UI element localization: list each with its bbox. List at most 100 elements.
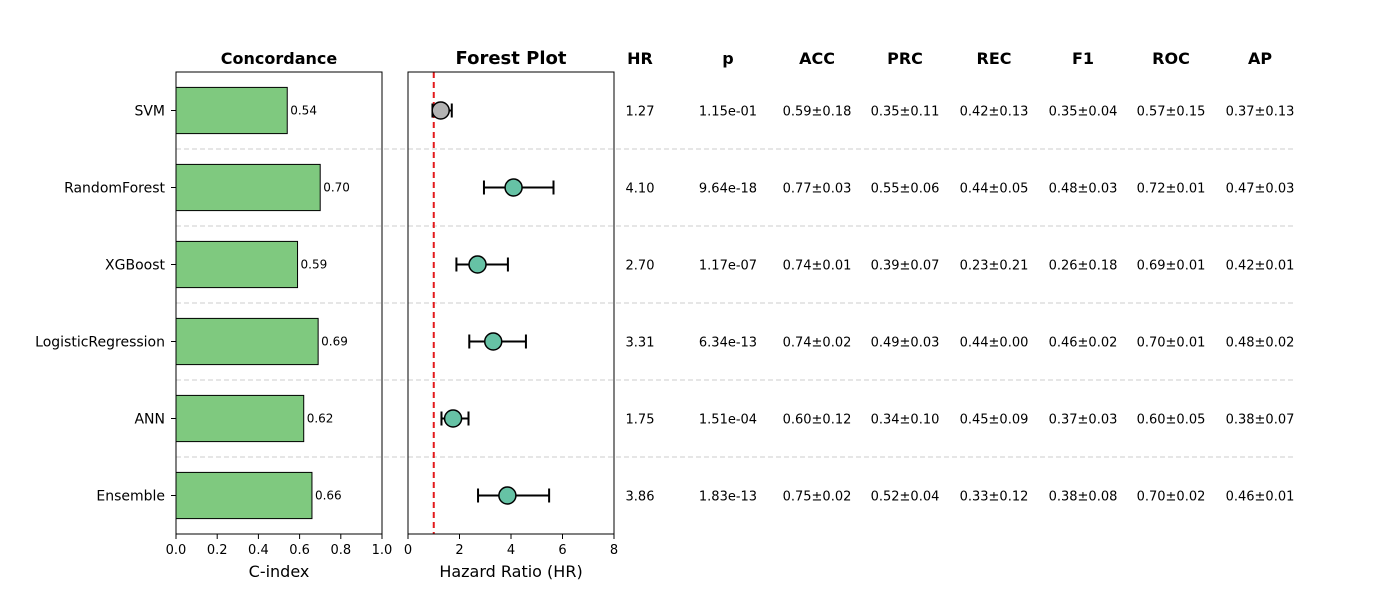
- table-cell: 0.69±0.01: [1137, 259, 1206, 274]
- table-cell: 1.15e-01: [699, 105, 757, 120]
- bar-value-label: 0.54: [290, 104, 317, 118]
- x-tick-label: 8: [610, 543, 618, 558]
- table-cell: 0.26±0.18: [1049, 259, 1118, 274]
- forest-axes-frame: [407, 71, 615, 535]
- row-separators: [176, 148, 1295, 458]
- table-cell: 0.37±0.03: [1049, 413, 1118, 428]
- table-cell: 4.10: [626, 182, 655, 197]
- x-tick-label: 1.0: [372, 543, 393, 558]
- table-cell: 0.23±0.21: [960, 259, 1029, 274]
- table-cell: 0.77±0.03: [783, 182, 852, 197]
- table-cell: 0.35±0.04: [1049, 105, 1118, 120]
- table-header: ROC: [1152, 49, 1190, 68]
- table-headers: HR p ACC PRC REC F1 ROC AP: [627, 49, 1272, 68]
- table-cell: 0.60±0.05: [1137, 413, 1206, 428]
- bar-value-label: 0.66: [315, 489, 342, 503]
- table-cell: 0.46±0.02: [1049, 336, 1118, 351]
- table-cell: 0.33±0.12: [960, 490, 1029, 505]
- concordance-bars: [175, 86, 321, 520]
- bar-value-label: 0.62: [307, 412, 334, 426]
- table-cell: 0.47±0.03: [1226, 182, 1295, 197]
- x-tick-label: 6: [558, 543, 566, 558]
- x-tick-label: 0.0: [166, 543, 187, 558]
- table-header: REC: [977, 49, 1012, 68]
- table-cell: 0.39±0.07: [871, 259, 940, 274]
- table-cell: 0.72±0.01: [1137, 182, 1206, 197]
- model-label: RandomForest: [64, 181, 165, 197]
- table-cell: 0.35±0.11: [871, 105, 940, 120]
- concordance-axes-frame: [175, 71, 383, 535]
- forest-x-ticks: 0 2 4 6 8: [404, 534, 618, 558]
- model-label: ANN: [134, 412, 165, 428]
- hr-point: [443, 409, 463, 428]
- forest-panel: Forest Plot 0 2 4 6 8 Hazard Ratio (HR): [404, 48, 618, 581]
- forest-marks: [431, 101, 555, 505]
- hr-point: [498, 486, 517, 505]
- concordance-value-labels: 0.54 0.70 0.59 0.69 0.62 0.66: [290, 104, 350, 503]
- concordance-bar: [175, 394, 305, 443]
- concordance-x-label: C-index: [249, 562, 310, 581]
- forest-x-label: Hazard Ratio (HR): [439, 562, 582, 581]
- table-cell: 0.48±0.02: [1226, 336, 1295, 351]
- concordance-title: Concordance: [221, 49, 338, 68]
- table-cell: 3.31: [626, 336, 655, 351]
- table-cell: 0.60±0.12: [783, 413, 852, 428]
- table-header: F1: [1072, 49, 1094, 68]
- table-cell: 0.42±0.13: [960, 105, 1029, 120]
- table-cell: 0.49±0.03: [871, 336, 940, 351]
- hr-point: [483, 332, 503, 351]
- table-cell: 3.86: [626, 490, 655, 505]
- table-cell: 0.59±0.18: [783, 105, 852, 120]
- table-cell: 0.57±0.15: [1137, 105, 1206, 120]
- concordance-bar: [175, 86, 288, 135]
- x-tick-label: 0.8: [330, 543, 351, 558]
- table-cell: 1.17e-07: [699, 259, 757, 274]
- table-cell: 0.55±0.06: [871, 182, 940, 197]
- table-cell: 0.74±0.02: [783, 336, 852, 351]
- x-tick-label: 2: [455, 543, 463, 558]
- hr-point: [431, 101, 450, 120]
- table-cell: 0.44±0.00: [960, 336, 1029, 351]
- table-cell: 0.74±0.01: [783, 259, 852, 274]
- bar-value-label: 0.69: [321, 335, 348, 349]
- table-cell: 1.75: [626, 413, 655, 428]
- bar-value-label: 0.59: [301, 258, 328, 272]
- model-label: XGBoost: [105, 258, 165, 274]
- concordance-panel: Concordance 0.54 0.70 0.59 0.69 0.62 0.66 SVM…: [35, 49, 392, 581]
- table-cell: 0.38±0.08: [1049, 490, 1118, 505]
- concordance-bar: [175, 317, 319, 366]
- table-cell: 9.64e-18: [699, 182, 757, 197]
- table-cell: 6.34e-13: [699, 336, 757, 351]
- bar-value-label: 0.70: [323, 181, 350, 195]
- table-cell: 0.48±0.03: [1049, 182, 1118, 197]
- table-cell: 1.27: [626, 105, 655, 120]
- hr-point: [504, 178, 523, 197]
- table-cell: 0.52±0.04: [871, 490, 940, 505]
- concordance-bar: [175, 163, 321, 212]
- table-cell: 0.46±0.01: [1226, 490, 1295, 505]
- x-tick-label: 0: [404, 543, 412, 558]
- model-label: LogisticRegression: [35, 335, 165, 351]
- model-label: Ensemble: [96, 489, 165, 505]
- table-cell: 0.70±0.01: [1137, 336, 1206, 351]
- table-cell: 0.70±0.02: [1137, 490, 1206, 505]
- table-cell: 0.37±0.13: [1226, 105, 1295, 120]
- x-tick-label: 4: [507, 543, 515, 558]
- table-cell: 2.70: [626, 259, 655, 274]
- table-header: AP: [1248, 49, 1272, 68]
- concordance-x-ticks: 0.0 0.2 0.4 0.6 0.8 1.0: [166, 534, 393, 558]
- model-labels: SVM RandomForest XGBoost LogisticRegression…: [35, 104, 176, 505]
- table-cell: 0.44±0.05: [960, 182, 1029, 197]
- concordance-bar: [175, 240, 299, 289]
- table-cell: 0.34±0.10: [871, 413, 940, 428]
- table-header: ACC: [799, 49, 835, 68]
- table-cells: 1.27 1.15e-01 0.59±0.18 0.35±0.11 0.42±0.13 0…: [626, 105, 1295, 505]
- table-cell: 1.83e-13: [699, 490, 757, 505]
- table-cell: 0.75±0.02: [783, 490, 852, 505]
- model-label: SVM: [134, 104, 165, 120]
- metrics-table: HR p ACC PRC REC F1 ROC AP 1.27 1.15e-01 0.59±0.1…: [626, 49, 1295, 505]
- table-cell: 1.51e-04: [699, 413, 757, 428]
- concordance-bar: [175, 471, 313, 520]
- x-tick-label: 0.4: [248, 543, 269, 558]
